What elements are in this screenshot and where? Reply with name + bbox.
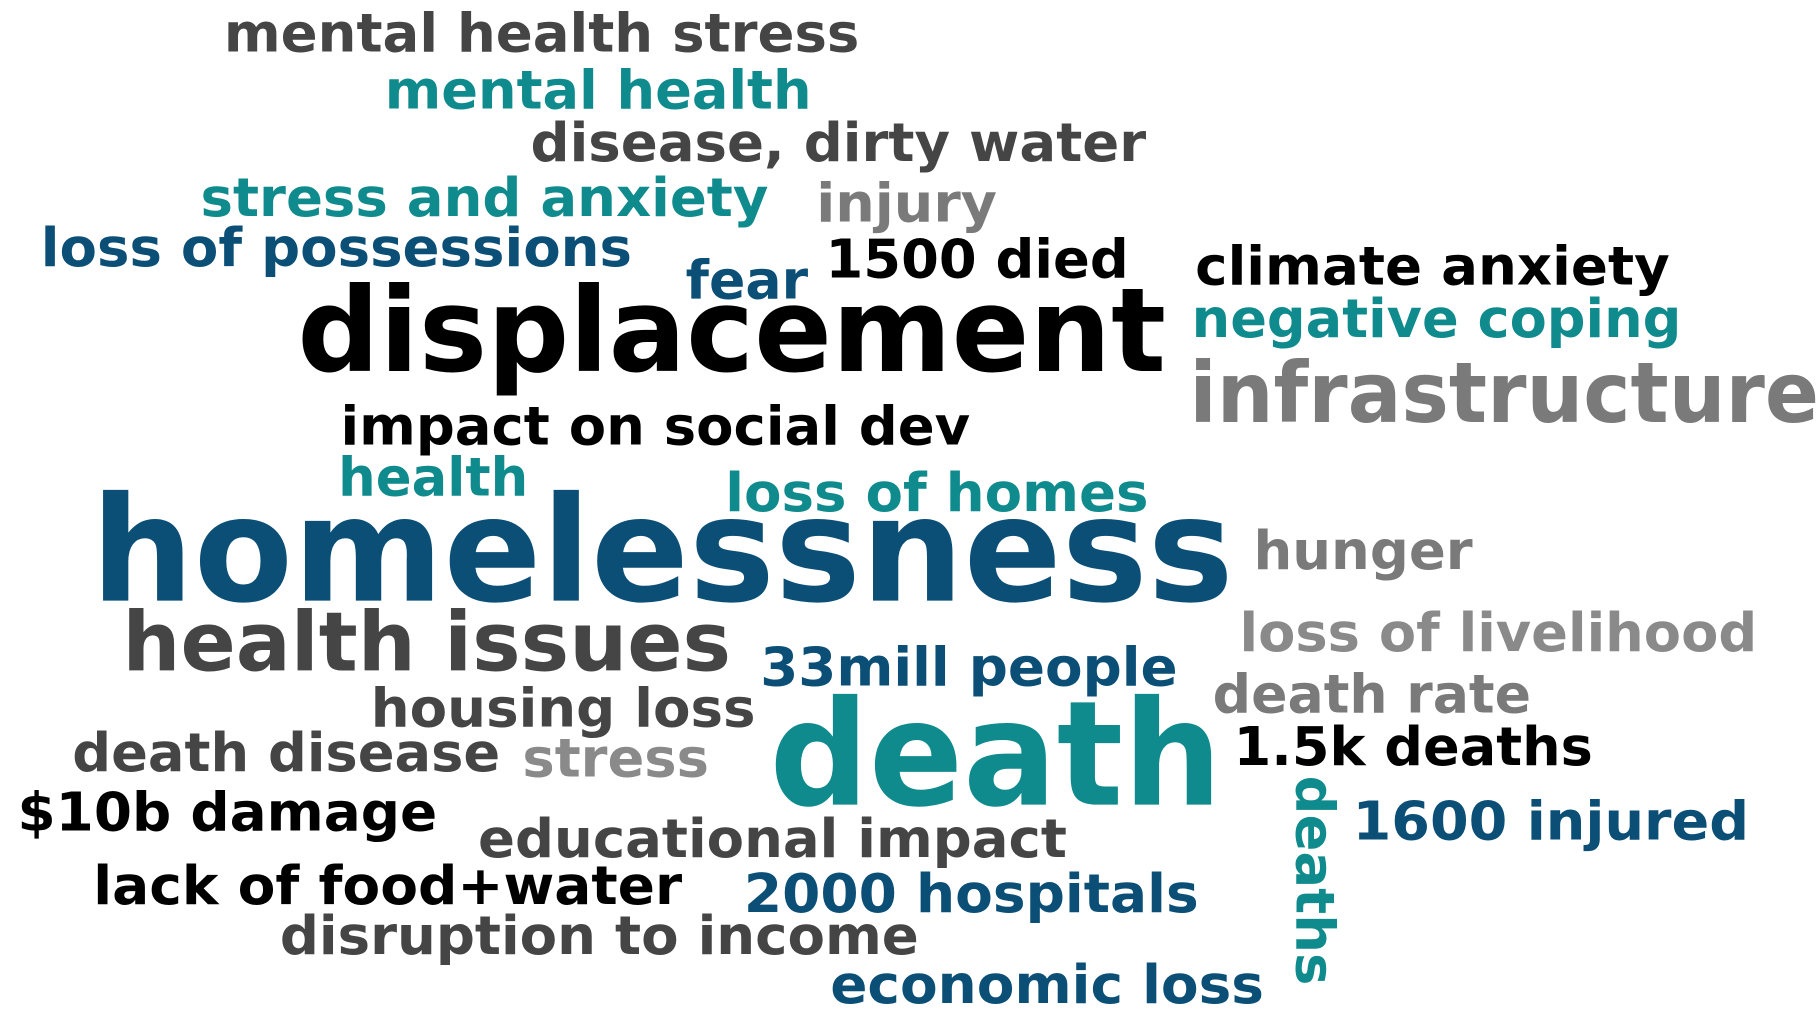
word: $10b damage (17, 780, 437, 843)
word: housing loss (371, 677, 756, 740)
word: fear (686, 249, 809, 312)
word: injury (816, 172, 997, 235)
word: 2000 hospitals (744, 862, 1199, 925)
word: lack of food+water (93, 854, 682, 917)
word: homelessness (91, 467, 1234, 636)
word: stress (522, 727, 709, 790)
word: economic loss (830, 953, 1264, 1010)
word: 33mill people (760, 636, 1177, 699)
word: health issues (122, 596, 731, 691)
word: climate anxiety (1195, 235, 1670, 298)
word: educational impact (478, 807, 1067, 870)
word: health (338, 446, 528, 509)
word: hunger (1253, 519, 1473, 582)
word: infrastructure (1189, 344, 1819, 442)
word: 1500 died (826, 228, 1129, 291)
word: death disease (72, 721, 500, 784)
word: loss of homes (725, 461, 1148, 524)
word: death rate (1213, 663, 1531, 726)
word: death (770, 671, 1222, 840)
word: mental health stress (224, 1, 859, 64)
word: displacement (297, 264, 1166, 399)
word: disease, dirty water (531, 111, 1147, 174)
word: impact on social dev (340, 394, 970, 457)
word: loss of livelihood (1239, 601, 1757, 664)
word: 1600 injured (1353, 790, 1749, 853)
word: deaths (1284, 776, 1347, 986)
word: stress and anxiety (201, 166, 769, 229)
word: mental health (385, 59, 812, 122)
word: loss of possessions (41, 216, 632, 279)
word: negative coping (1192, 287, 1682, 350)
word: 1.5k deaths (1234, 715, 1593, 778)
word: disruption to income (280, 904, 919, 967)
